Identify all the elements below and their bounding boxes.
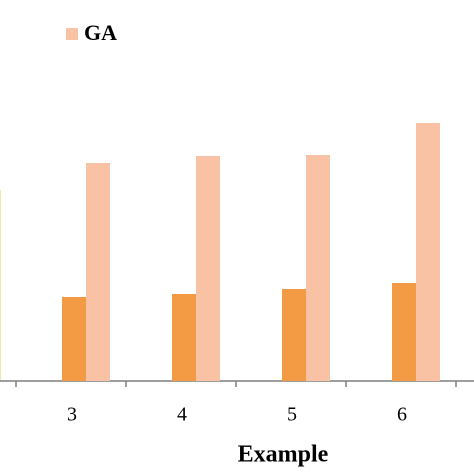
bar — [172, 294, 196, 381]
bar — [196, 156, 220, 381]
bar — [86, 163, 110, 381]
bar — [416, 123, 440, 381]
x-tick-label: 3 — [67, 404, 77, 426]
bar — [392, 283, 416, 381]
bar — [62, 297, 86, 381]
x-axis-label: Example — [238, 442, 329, 468]
x-tick-label: 4 — [177, 404, 187, 426]
x-tick-label: 5 — [287, 404, 297, 426]
bar — [306, 155, 330, 381]
x-tick-label: 6 — [397, 404, 407, 426]
legend-swatch — [66, 28, 78, 40]
legend-label: GA — [84, 20, 117, 45]
bar — [282, 289, 306, 381]
